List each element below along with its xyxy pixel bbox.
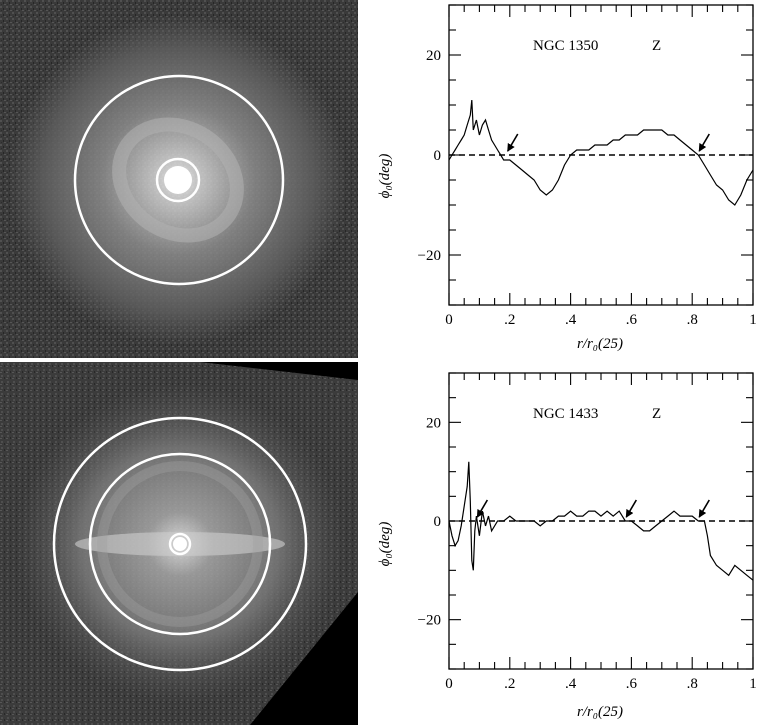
galaxy-image-ngc1350 [0, 0, 358, 358]
y-axis-label: ϕ₀(deg) [377, 522, 393, 567]
y-tick-label: −20 [418, 248, 441, 264]
x-tick-label: .4 [565, 312, 577, 328]
frame-edge-mask [250, 592, 358, 725]
x-tick-label: .6 [626, 312, 638, 328]
phase-profile-line [448, 99, 754, 206]
x-tick-label: .6 [626, 676, 638, 692]
y-tick-label: 0 [434, 514, 442, 530]
spiral-ring [112, 117, 244, 243]
arrow-marker [507, 133, 519, 152]
inner-ring [97, 461, 263, 627]
x-axis-label: r/r₀(25) [577, 336, 623, 352]
inner-ellipse [168, 532, 192, 556]
y-tick-label: 20 [426, 415, 441, 431]
arrow-marker [698, 499, 710, 518]
y-tick-label: −20 [418, 613, 441, 629]
y-axis-label: ϕ₀(deg) [377, 154, 393, 199]
panel-band: Z [652, 38, 661, 54]
phase-profile-line [448, 461, 754, 581]
arrow-marker [625, 499, 638, 518]
x-axis-label: r/r₀(25) [577, 704, 623, 720]
x-tick-label: .8 [687, 312, 698, 328]
arrow-marker [698, 133, 710, 152]
x-tick-label: .8 [687, 676, 698, 692]
galaxy-nucleus [164, 166, 192, 194]
frame-edge-mask [200, 362, 358, 380]
x-tick-label: 0 [445, 676, 453, 692]
panel-label: NGC 1433 [533, 406, 598, 422]
y-tick-label: 0 [434, 148, 442, 164]
arrow-marker [476, 499, 489, 518]
galaxy-image-ngc1433 [0, 362, 358, 725]
x-tick-label: .2 [504, 312, 515, 328]
inner-ellipse [155, 157, 201, 203]
x-tick-label: 1 [749, 676, 757, 692]
middle-ellipse [88, 452, 272, 636]
x-tick-label: 0 [445, 312, 453, 328]
outer-ellipse [73, 74, 285, 286]
x-tick-label: .4 [565, 676, 577, 692]
y-tick-label: 20 [426, 48, 441, 64]
galaxy-nucleus [173, 537, 187, 551]
x-tick-label: .2 [504, 676, 515, 692]
panel-band: Z [652, 406, 661, 422]
x-tick-label: 1 [749, 312, 757, 328]
outer-ellipse [52, 416, 308, 672]
panel-label: NGC 1350 [533, 38, 598, 54]
